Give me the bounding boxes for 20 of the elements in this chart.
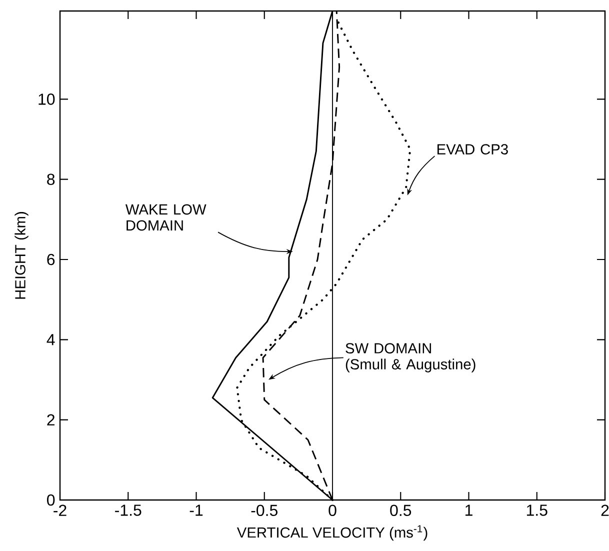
x-tick-label: 2: [601, 504, 609, 516]
y-tick-label: 2: [47, 414, 54, 426]
y-tick-label: 0: [47, 494, 55, 506]
annotation: WAKE LOW DOMAIN: [125, 204, 206, 231]
x-tick-label: 1.5: [526, 504, 548, 516]
x-tick-label: -1.5: [115, 504, 142, 516]
x-axis-title: VERTICAL VELOCITY (ms$^{-1}$): [236, 525, 428, 541]
y-axis-title: HEIGHT (km): [14, 212, 28, 299]
x-tick-label: -2: [54, 504, 66, 516]
annotation: SW DOMAIN (Smull & Augustine): [346, 343, 476, 372]
y-tick-label: 6: [47, 254, 55, 266]
x-tick-label: 0.5: [390, 504, 412, 516]
x-tick-label: 1: [466, 504, 472, 516]
y-tick-label: 4: [46, 334, 55, 346]
annotation: EVAD CP3: [438, 144, 508, 154]
x-tick-label: -0.5: [251, 504, 278, 516]
x-tick-label: 0: [328, 504, 336, 516]
x-tick-label: -1: [190, 504, 203, 516]
y-tick-label: 10: [38, 94, 55, 105]
y-tick-label: 8: [47, 174, 55, 185]
